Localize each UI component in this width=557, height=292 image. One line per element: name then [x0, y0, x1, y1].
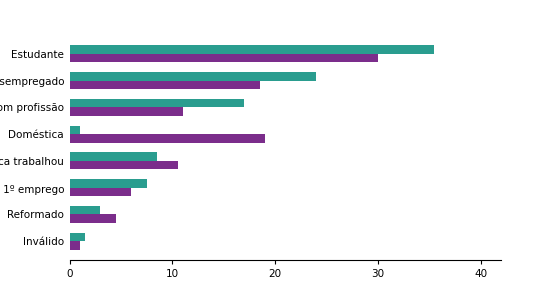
Bar — [70, 81, 260, 89]
Bar — [70, 152, 157, 161]
Bar — [70, 232, 85, 241]
Bar — [70, 126, 80, 134]
Bar — [70, 54, 378, 62]
Bar — [70, 45, 434, 54]
Bar — [70, 99, 245, 107]
Bar — [70, 206, 100, 214]
Bar — [70, 214, 116, 223]
Bar — [70, 241, 80, 250]
Bar — [70, 187, 131, 196]
Bar — [70, 179, 146, 187]
Bar — [70, 134, 265, 143]
Bar — [70, 107, 183, 116]
Bar — [70, 161, 178, 169]
Bar — [70, 72, 316, 81]
